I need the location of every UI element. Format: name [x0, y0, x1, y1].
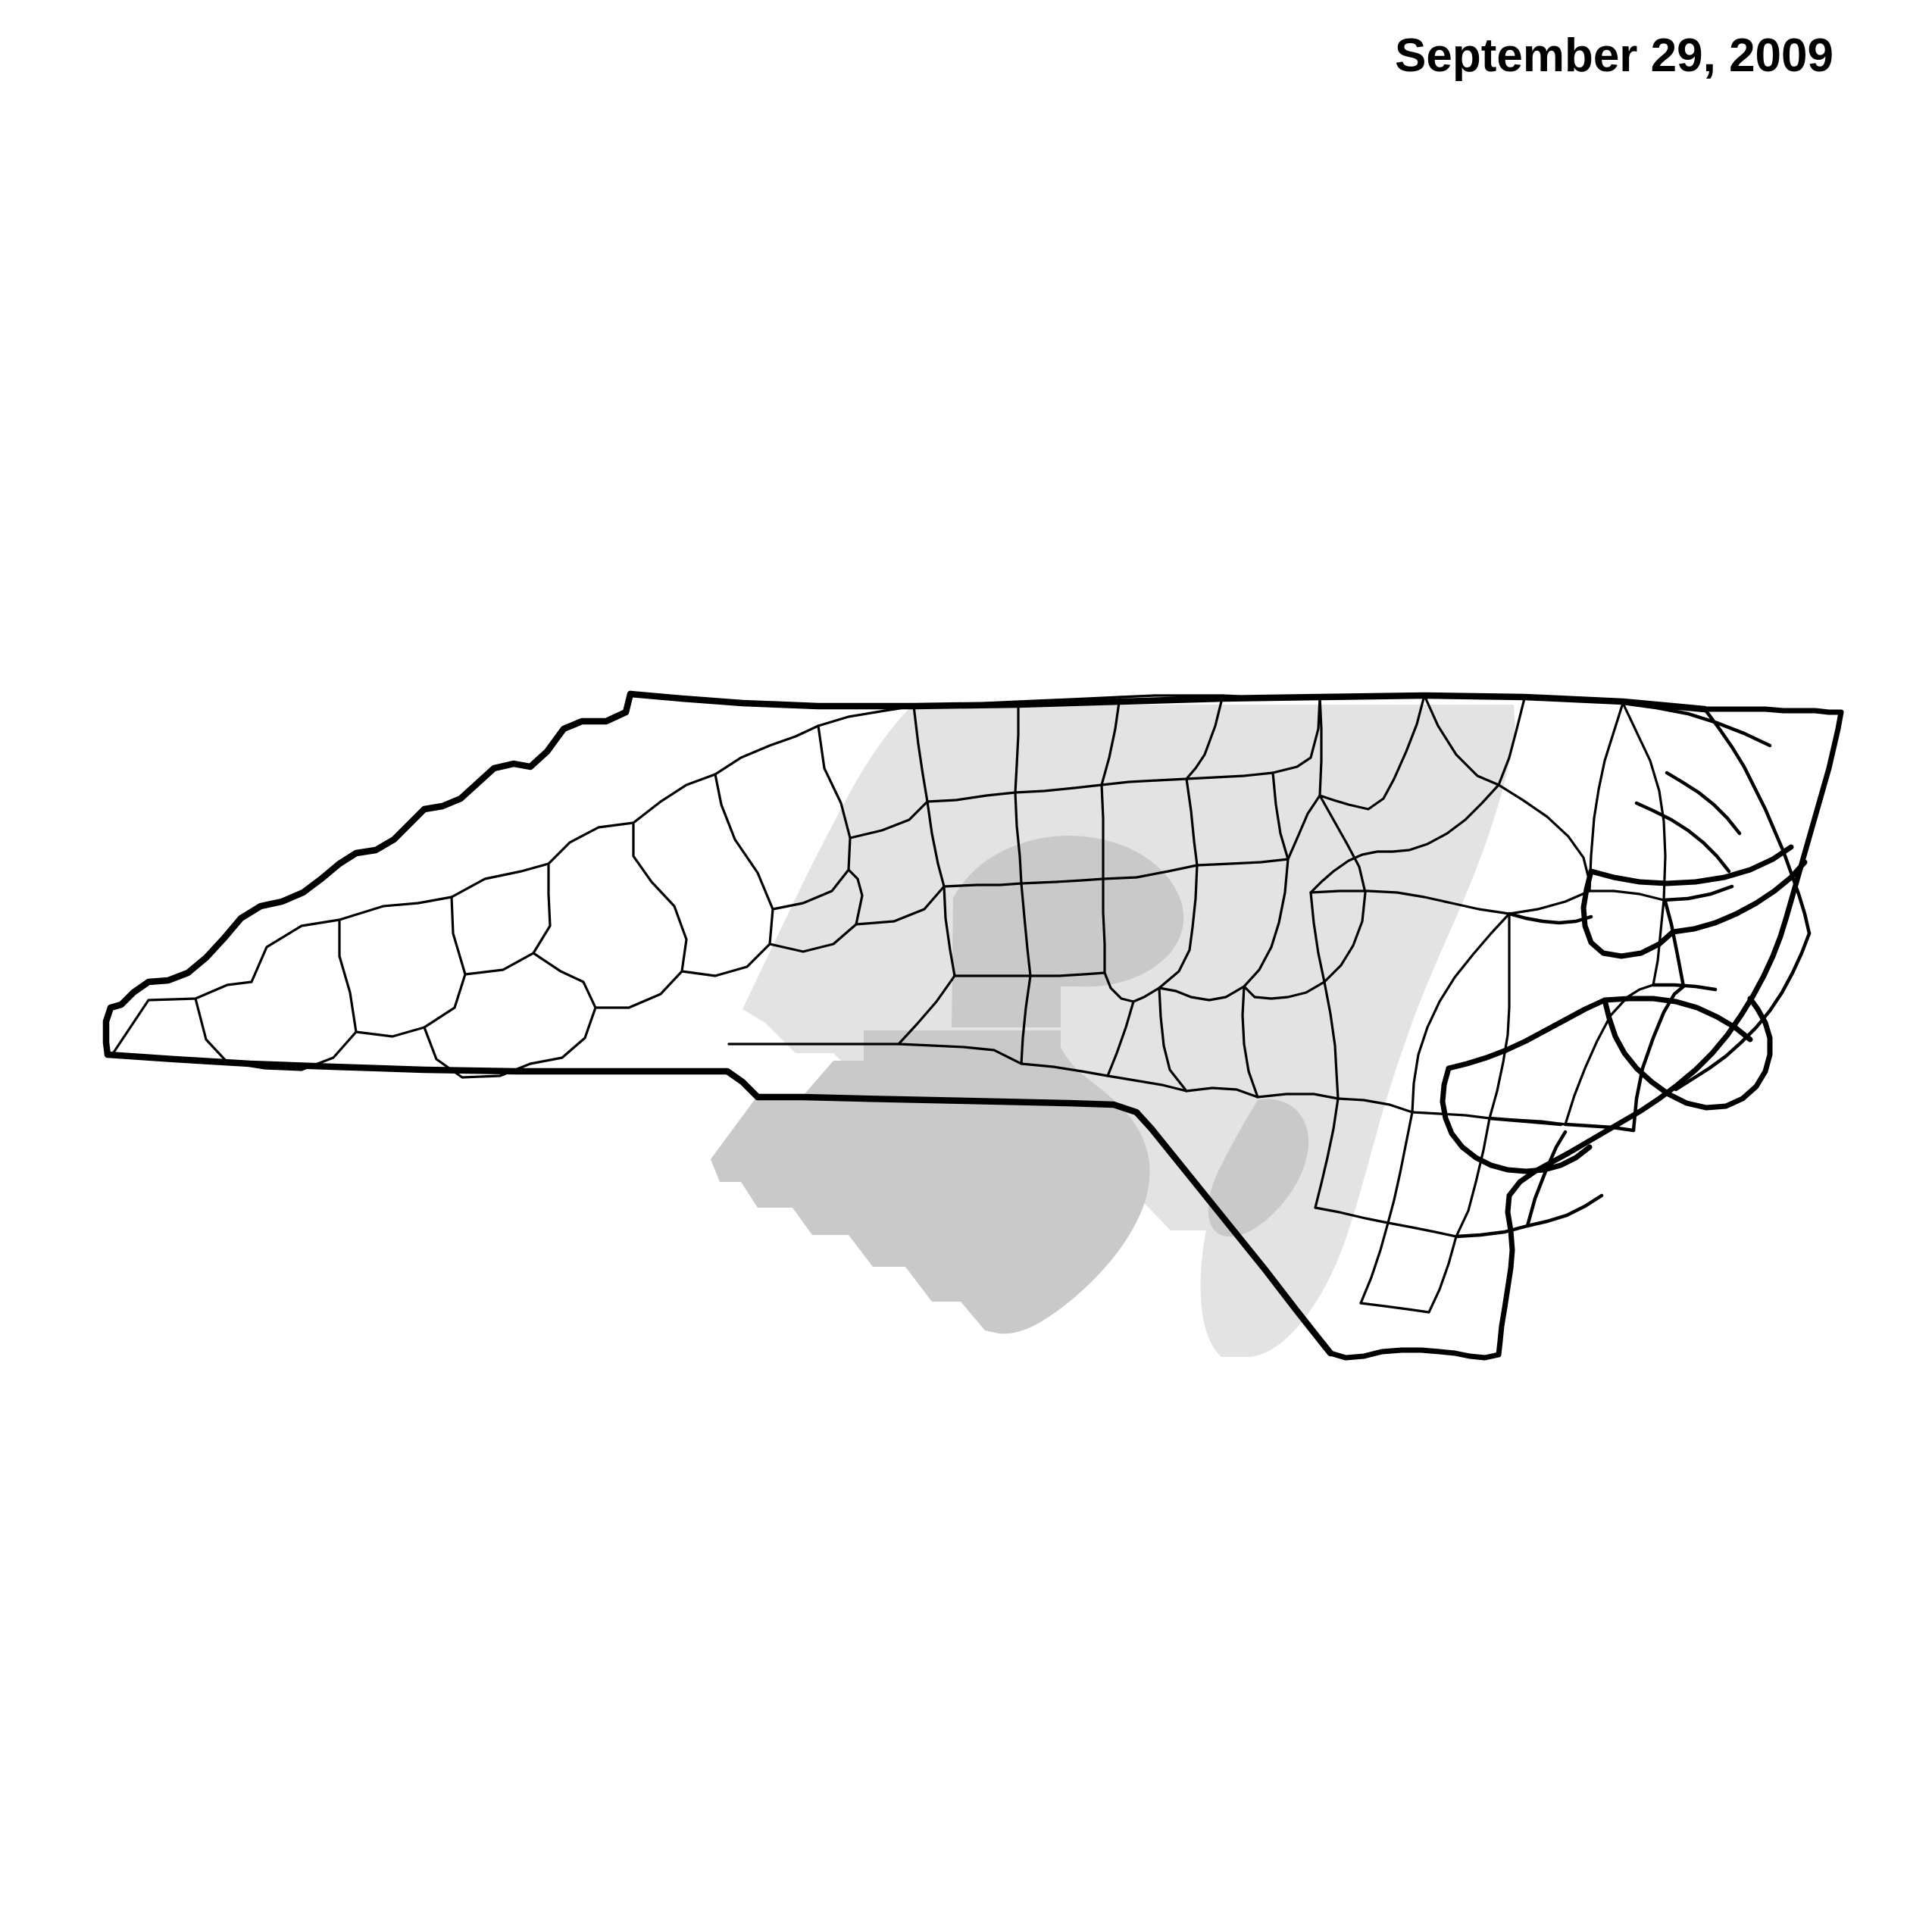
state-west-border: [102, 690, 634, 1058]
coast-south: [1327, 1347, 1502, 1361]
d1-region-southeast-shape: [1208, 1099, 1309, 1237]
drought-layer-d0: [742, 705, 1515, 1357]
d0-region-shape: [742, 705, 1515, 1357]
drought-layer-d1: [711, 835, 1309, 1334]
state-outline-layer: [102, 690, 1844, 1361]
state-southeast-diagonal: [1148, 1125, 1334, 1357]
coast-cape-fear-east: [1506, 709, 1844, 1199]
state-north-border: [627, 690, 1708, 713]
sounds-and-barrier-islands-layer: [1440, 707, 1812, 1174]
state-south-border: [104, 1051, 761, 1101]
coast-cape-fear: [1496, 1193, 1515, 1358]
state-south-border-2: [754, 1093, 1155, 1133]
page-title: September 29, 2009: [1394, 30, 1834, 82]
coast-outer-banks-north: [1702, 706, 1844, 715]
d1-region-central-shape: [711, 1030, 1150, 1334]
inland-water-detail-layer: [1487, 911, 1604, 1228]
